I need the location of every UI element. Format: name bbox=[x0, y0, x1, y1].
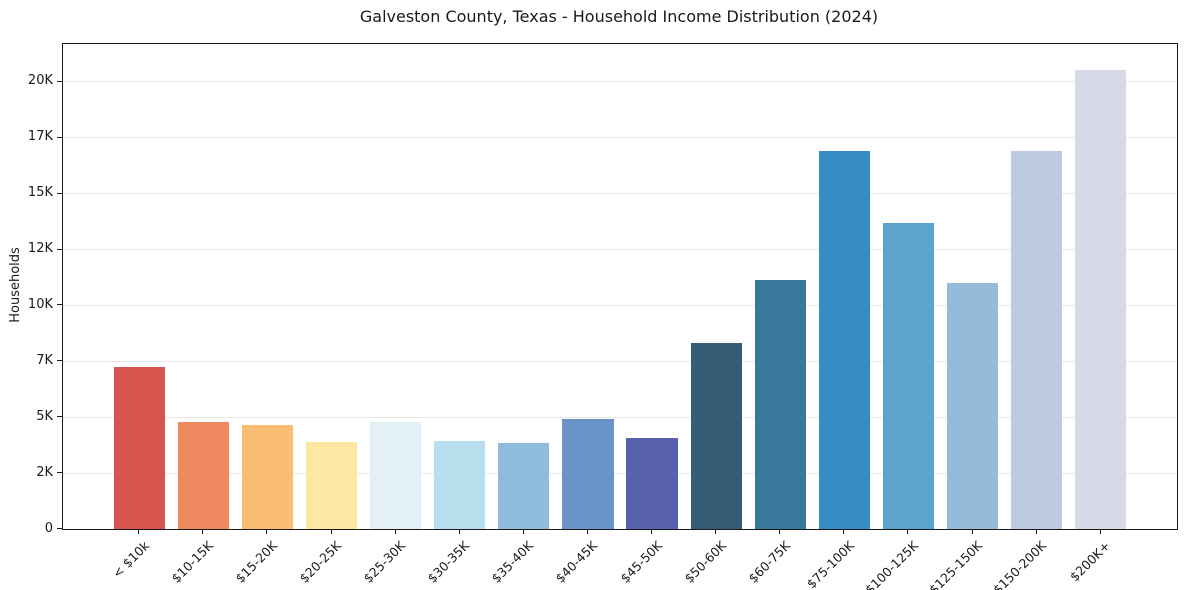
y-tick-mark-20K bbox=[57, 80, 62, 82]
bar-$150-200K bbox=[1010, 151, 1063, 529]
x-tick-label-$100-125K: $100-125K bbox=[862, 538, 922, 590]
x-tick-mark-$40-45K bbox=[586, 529, 588, 534]
bar-$10-15K bbox=[177, 421, 229, 529]
y-tick-mark-15K bbox=[57, 192, 62, 194]
gridline-12K bbox=[63, 249, 1177, 251]
x-tick-mark-$150-200K bbox=[1035, 529, 1037, 534]
y-tick-label-10K: 10K bbox=[27, 296, 53, 312]
x-tick-mark-$30-35K bbox=[458, 529, 460, 534]
y-tick-mark-0 bbox=[57, 528, 62, 529]
gridline-7K bbox=[63, 360, 1177, 362]
bar-$125-150K bbox=[946, 283, 999, 529]
x-tick-label-$200K+: $200K+ bbox=[1067, 538, 1114, 585]
x-tick-label-$10-15K: $10-15K bbox=[168, 538, 216, 586]
y-tick-label-20K: 20K bbox=[27, 73, 53, 89]
x-tick-label-$40-45K: $40-45K bbox=[552, 538, 601, 586]
y-tick-mark-7K bbox=[57, 360, 62, 362]
gridline-20K bbox=[63, 81, 1177, 83]
x-tick-mark-$200K+ bbox=[1099, 529, 1101, 534]
x-tick-label-$125-150K: $125-150K bbox=[926, 538, 986, 590]
x-tick-mark-$25-30K bbox=[394, 529, 396, 534]
y-tick-mark-10K bbox=[57, 304, 62, 306]
x-tick-mark-$100-125K bbox=[907, 529, 909, 534]
x-tick-mark-$20-25K bbox=[330, 529, 332, 534]
y-tick-label-5K: 5K bbox=[36, 408, 53, 424]
x-tick-mark-$75-100K bbox=[843, 529, 845, 534]
x-tick-label-$15-20K: $15-20K bbox=[232, 538, 281, 586]
x-tick-mark-< $10k bbox=[138, 529, 140, 534]
x-tick-mark-$15-20K bbox=[266, 529, 268, 534]
bar-$25-30K bbox=[370, 421, 422, 529]
y-tick-mark-17K bbox=[57, 136, 62, 138]
bar-$45-50K bbox=[626, 438, 678, 529]
y-tick-mark-5K bbox=[57, 416, 62, 418]
gridline-15K bbox=[63, 193, 1177, 195]
bar-< $10k bbox=[113, 366, 165, 529]
gridline-17K bbox=[63, 137, 1177, 139]
bar-$60-75K bbox=[754, 279, 806, 529]
x-tick-label-$150-200K: $150-200K bbox=[990, 538, 1050, 590]
gridline-2K bbox=[63, 472, 1177, 474]
bar-$30-35K bbox=[434, 440, 486, 529]
x-tick-mark-$10-15K bbox=[202, 529, 204, 534]
x-tick-label-< $10k: < $10k bbox=[109, 538, 152, 581]
y-tick-label-0: 0 bbox=[44, 520, 53, 536]
x-tick-mark-$60-75K bbox=[779, 529, 781, 534]
x-tick-label-$35-40K: $35-40K bbox=[488, 538, 537, 586]
gridline-10K bbox=[63, 304, 1177, 306]
bar-$100-125K bbox=[882, 222, 935, 529]
y-tick-mark-12K bbox=[57, 248, 62, 250]
chart-title: Galveston County, Texas - Household Inco… bbox=[359, 7, 879, 26]
bar-$20-25K bbox=[305, 441, 358, 529]
x-tick-label-$25-30K: $25-30K bbox=[360, 538, 409, 586]
x-tick-label-$50-60K: $50-60K bbox=[681, 538, 729, 586]
x-tick-label-$20-25K: $20-25K bbox=[296, 538, 345, 586]
y-tick-label-15K: 15K bbox=[27, 185, 53, 201]
x-tick-mark-$45-50K bbox=[651, 529, 653, 534]
y-tick-label-12K: 12K bbox=[27, 241, 53, 257]
x-tick-label-$75-100K: $75-100K bbox=[803, 538, 857, 590]
y-tick-label-17K: 17K bbox=[27, 129, 53, 145]
bar-$40-45K bbox=[562, 419, 614, 529]
gridline-5K bbox=[63, 416, 1177, 418]
bar-$200K+ bbox=[1075, 69, 1127, 529]
x-tick-mark-$50-60K bbox=[715, 529, 717, 534]
bar-$35-40K bbox=[498, 442, 550, 529]
x-tick-label-$30-35K: $30-35K bbox=[424, 538, 473, 586]
bar-$15-20K bbox=[241, 425, 294, 529]
x-tick-label-$60-75K: $60-75K bbox=[745, 538, 793, 586]
y-tick-label-2K: 2K bbox=[36, 464, 53, 480]
y-tick-label-7K: 7K bbox=[36, 352, 53, 368]
x-tick-label-$45-50K: $45-50K bbox=[616, 538, 665, 586]
y-tick-mark-2K bbox=[57, 472, 62, 474]
x-tick-mark-$125-150K bbox=[971, 529, 973, 534]
x-tick-mark-$35-40K bbox=[522, 529, 524, 534]
bar-$75-100K bbox=[818, 151, 870, 529]
bar-$50-60K bbox=[690, 343, 742, 529]
plot-area bbox=[62, 43, 1178, 530]
